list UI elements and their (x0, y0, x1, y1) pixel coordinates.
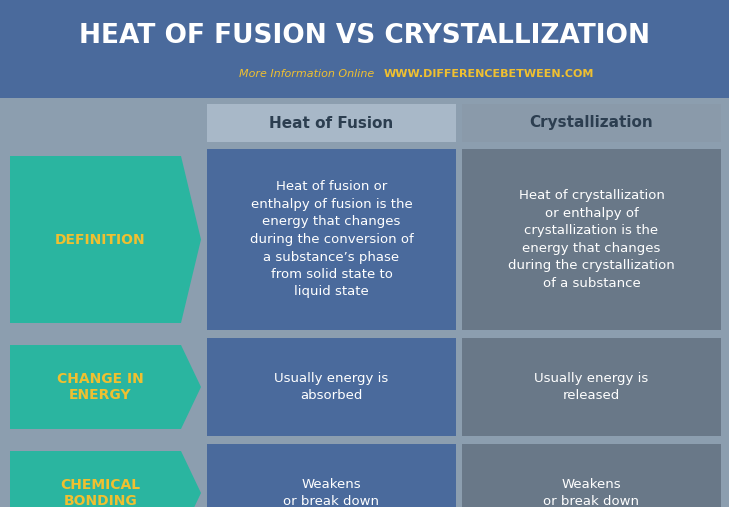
Text: Crystallization: Crystallization (530, 116, 653, 130)
Bar (207, 149, 456, 330)
Text: Usually energy is
absorbed: Usually energy is absorbed (274, 372, 389, 402)
Bar (0, 0, 729, 98)
Text: HEAT OF FUSION VS CRYSTALLIZATION: HEAT OF FUSION VS CRYSTALLIZATION (79, 23, 650, 49)
Polygon shape (10, 156, 201, 323)
Bar (462, 444, 721, 507)
Text: WWW.DIFFERENCEBETWEEN.COM: WWW.DIFFERENCEBETWEEN.COM (383, 69, 593, 79)
Polygon shape (10, 451, 201, 507)
Text: CHANGE IN
ENERGY: CHANGE IN ENERGY (57, 372, 144, 402)
Text: DEFINITION: DEFINITION (55, 233, 146, 246)
Bar (462, 104, 721, 142)
Text: Heat of crystallization
or enthalpy of
crystallization is the
energy that change: Heat of crystallization or enthalpy of c… (508, 189, 675, 289)
Text: Weakens
or break down: Weakens or break down (284, 478, 380, 507)
Bar (207, 444, 456, 507)
Text: More Information Online: More Information Online (238, 69, 374, 79)
Bar (462, 149, 721, 330)
Text: Usually energy is
released: Usually energy is released (534, 372, 649, 402)
Bar (462, 338, 721, 436)
Text: Heat of fusion or
enthalpy of fusion is the
energy that changes
during the conve: Heat of fusion or enthalpy of fusion is … (249, 180, 413, 299)
Text: Heat of Fusion: Heat of Fusion (270, 116, 394, 130)
Bar (207, 104, 456, 142)
Text: Weakens
or break down: Weakens or break down (544, 478, 639, 507)
Bar (207, 338, 456, 436)
Polygon shape (10, 345, 201, 429)
Text: CHEMICAL
BONDING: CHEMICAL BONDING (61, 478, 141, 507)
